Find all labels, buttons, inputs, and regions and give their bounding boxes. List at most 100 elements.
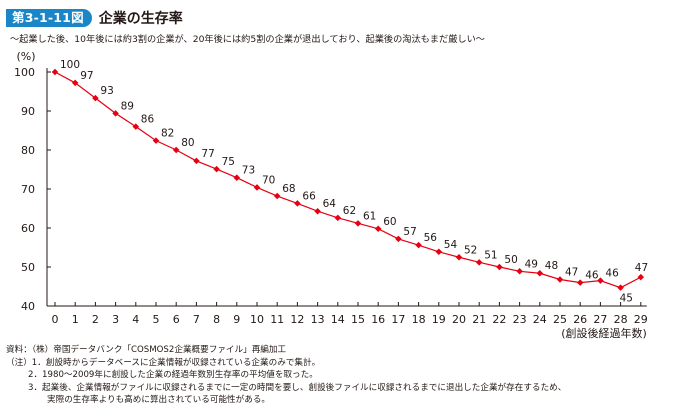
data-point: [617, 284, 624, 291]
data-label: 66: [302, 190, 316, 202]
data-label: 46: [585, 270, 599, 282]
data-label: 54: [444, 239, 458, 251]
note-3: 3．起業後、企業情報がファイルに収録されるまでに一定の時間を要し、創設後ファイル…: [28, 382, 567, 393]
data-point: [334, 214, 342, 222]
figure-header: 第3-1-11図 企業の生存率: [6, 8, 183, 28]
note-1: （注）1．創設時からデータベースに企業情報が収録されている企業のみで集計。: [6, 357, 321, 368]
data-point: [516, 268, 523, 275]
chart-notes: 資料：（株）帝国データバンク「COSMOS2企業概要ファイル」再編加工 （注）1…: [6, 344, 566, 407]
data-point: [112, 110, 119, 117]
data-label: 51: [484, 249, 497, 261]
x-tick-label: 16: [371, 313, 385, 326]
note-3-continued: 実際の生存率よりも高めに算出されている可能性がある。: [47, 395, 271, 406]
y-tick-label: 60: [21, 222, 35, 235]
data-label: 68: [282, 183, 295, 195]
figure-title: 企業の生存率: [98, 11, 183, 27]
note-2: 2．1980～2009年に創設した企業の経過年数別生存率の平均値を取った。: [28, 370, 318, 381]
data-point: [294, 200, 301, 207]
x-tick-label: 14: [331, 313, 345, 326]
data-label: 100: [60, 59, 80, 71]
data-label: 50: [504, 254, 517, 266]
x-tick-label: 0: [52, 313, 59, 326]
data-point: [253, 184, 261, 191]
data-point: [395, 235, 402, 243]
data-point: [314, 207, 321, 215]
y-tick-label: 90: [21, 105, 35, 118]
data-point: [374, 225, 382, 233]
data-label: 73: [242, 165, 255, 177]
data-label: 49: [525, 258, 538, 270]
data-label: 62: [343, 205, 356, 217]
figure-subtitle: ～起業した後、10年後には約3割の企業が、20年後には約5割の企業が退出しており…: [10, 34, 485, 45]
figure-number-badge: 第3-1-11図: [6, 9, 92, 27]
x-tick-label: 11: [270, 313, 284, 326]
x-tick-label: 7: [193, 313, 200, 326]
x-tick-label: 2: [92, 313, 99, 326]
x-tick-label: 17: [391, 313, 405, 326]
data-point: [172, 146, 180, 154]
x-tick-label: 25: [553, 313, 567, 326]
data-label: 93: [100, 85, 113, 97]
y-tick-label: 70: [21, 183, 35, 196]
data-label: 57: [403, 226, 416, 238]
data-label: 52: [464, 244, 477, 256]
y-axis-label: (%): [16, 50, 35, 63]
source-note: 資料：（株）帝国データバンク「COSMOS2企業概要ファイル」再編加工: [6, 345, 287, 355]
series-line: [54, 71, 642, 289]
data-point: [637, 273, 645, 281]
data-label: 97: [80, 70, 93, 82]
y-tick-label: 50: [21, 261, 35, 274]
data-label: 82: [161, 128, 174, 140]
x-tick-label: 27: [593, 313, 607, 326]
x-tick-label: 29: [634, 313, 648, 326]
data-point: [455, 253, 463, 261]
data-point: [536, 269, 544, 277]
x-tick-label: 6: [173, 313, 180, 326]
x-tick-label: 9: [233, 313, 240, 326]
note-prefix: （注）: [6, 357, 32, 368]
x-tick-label: 5: [153, 313, 160, 326]
data-point: [576, 279, 584, 286]
x-tick-label: 28: [614, 313, 628, 326]
data-point: [475, 259, 483, 266]
data-label: 47: [565, 266, 578, 278]
x-tick-label: 12: [290, 313, 304, 326]
data-point: [152, 137, 160, 144]
data-label: 60: [383, 216, 396, 228]
data-label: 47: [635, 262, 648, 274]
data-point: [92, 94, 99, 102]
x-tick-label: 8: [213, 313, 220, 326]
data-point: [273, 192, 281, 200]
y-tick-label: 40: [21, 300, 35, 313]
data-label: 61: [363, 210, 376, 222]
x-tick-label: 1: [72, 313, 79, 326]
x-tick-label: 10: [250, 313, 264, 326]
data-label: 89: [121, 100, 134, 112]
x-tick-label: 18: [412, 313, 426, 326]
data-label: 45: [620, 293, 633, 305]
data-label: 46: [605, 268, 619, 280]
x-tick-label: 4: [132, 313, 139, 326]
data-label: 56: [424, 232, 438, 244]
x-tick-label: 20: [452, 313, 466, 326]
x-tick-label: 23: [513, 313, 527, 326]
data-label: 77: [201, 148, 214, 160]
data-point: [435, 248, 443, 256]
y-tick-label: 80: [21, 144, 35, 157]
data-point: [556, 276, 564, 283]
data-point: [213, 165, 220, 173]
data-label: 64: [323, 198, 337, 210]
data-point: [597, 277, 604, 284]
data-label: 75: [222, 156, 235, 168]
x-axis-label: (創設後経過年数): [561, 326, 647, 340]
y-tick-label: 100: [14, 66, 35, 79]
data-point: [233, 174, 241, 181]
x-tick-label: 21: [472, 313, 486, 326]
x-tick-label: 22: [492, 313, 506, 326]
x-tick-label: 26: [573, 313, 587, 326]
x-tick-label: 24: [533, 313, 547, 326]
data-point: [132, 123, 140, 130]
x-tick-label: 19: [432, 313, 446, 326]
